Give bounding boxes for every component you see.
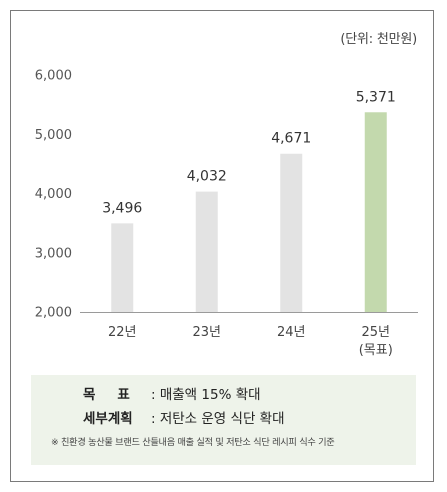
unit-label: (단위: 천만원) xyxy=(340,32,417,47)
bar xyxy=(111,223,134,312)
data-label: 5,371 xyxy=(356,89,396,105)
y-tick-label: 3,000 xyxy=(35,246,72,261)
x-tick-label: 24년 xyxy=(277,325,306,340)
bar xyxy=(364,112,387,312)
x-tick-label: 25년 xyxy=(361,325,390,340)
bar xyxy=(195,191,218,312)
bar xyxy=(280,153,303,312)
goal-note-box: 목표: 매출액 15% 확대 세부계획 : 저탄소 운영 식단 확대 ※ 친환경 … xyxy=(31,375,416,465)
plan-value: : 저탄소 운영 식단 확대 xyxy=(151,411,285,427)
data-label: 3,496 xyxy=(102,200,142,216)
y-tick-label: 4,000 xyxy=(35,187,72,202)
x-tick-label: 22년 xyxy=(108,325,137,340)
x-tick-sublabel: (목표) xyxy=(359,343,393,358)
y-tick-label: 2,000 xyxy=(35,306,72,321)
footnote: ※ 친환경 농산물 브랜드 산들내음 매출 실적 및 저탄소 식단 레시피 식수… xyxy=(51,437,335,448)
target-row: 목표: 매출액 15% 확대 xyxy=(83,383,261,403)
plan-label: 세부계획 xyxy=(83,411,133,427)
y-tick-label: 6,000 xyxy=(35,69,72,84)
plan-row: 세부계획 : 저탄소 운영 식단 확대 xyxy=(83,407,285,427)
target-label: 목표 xyxy=(83,387,152,403)
data-label: 4,671 xyxy=(271,131,311,147)
target-value: : 매출액 15% 확대 xyxy=(151,387,261,403)
x-tick-label: 23년 xyxy=(192,325,221,340)
data-label: 4,032 xyxy=(187,169,227,185)
y-tick-label: 5,000 xyxy=(35,128,72,143)
